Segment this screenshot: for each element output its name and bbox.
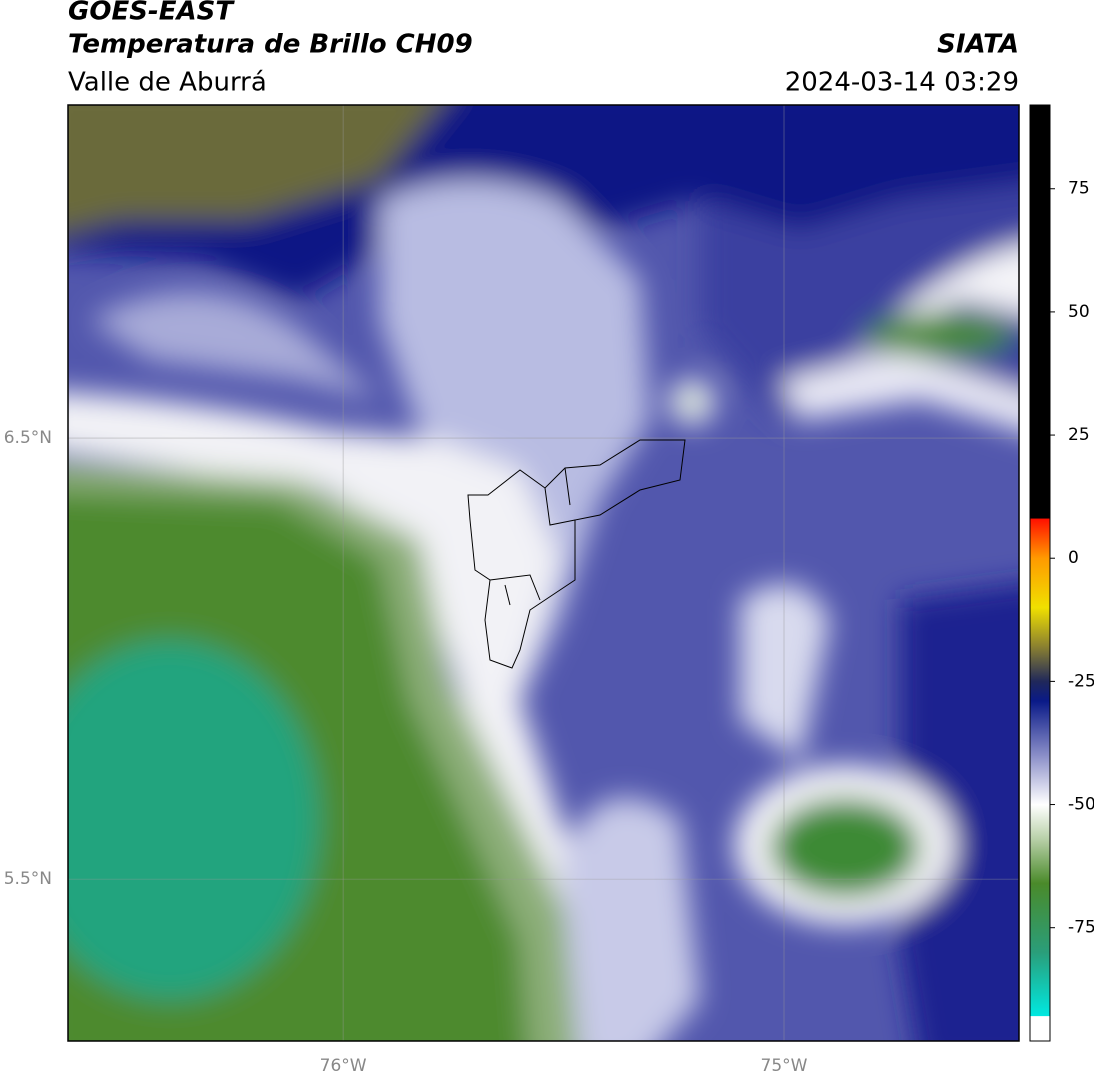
colorbar-tick-label: 50 — [1068, 302, 1090, 322]
title: GOES-EAST — [68, 0, 235, 27]
source: SIATA — [937, 30, 1019, 60]
colorbar — [1029, 104, 1051, 1042]
x-tick-label: 76°W — [320, 1056, 367, 1076]
satellite-image — [68, 105, 1019, 1041]
region: Valle de Aburrá — [68, 68, 267, 98]
colorbar-tick-label: 25 — [1068, 425, 1090, 445]
subtitle: Temperatura de Brillo CH09 — [68, 30, 473, 60]
colorbar-tick-label: 0 — [1068, 548, 1079, 568]
colorbar-tick-label: -50 — [1068, 795, 1094, 815]
y-tick-label: 6.5°N — [4, 428, 52, 448]
valley-outline — [467, 439, 686, 669]
colorbar-tick-label: -75 — [1068, 918, 1094, 938]
colorbar-tick-label: -25 — [1068, 671, 1094, 691]
x-tick-label: 75°W — [761, 1056, 808, 1076]
colorbar-tick-label: 75 — [1068, 179, 1090, 199]
map-frame — [67, 104, 1020, 1042]
y-tick-label: 5.5°N — [4, 869, 52, 889]
timestamp: 2024-03-14 03:29 — [785, 68, 1019, 98]
